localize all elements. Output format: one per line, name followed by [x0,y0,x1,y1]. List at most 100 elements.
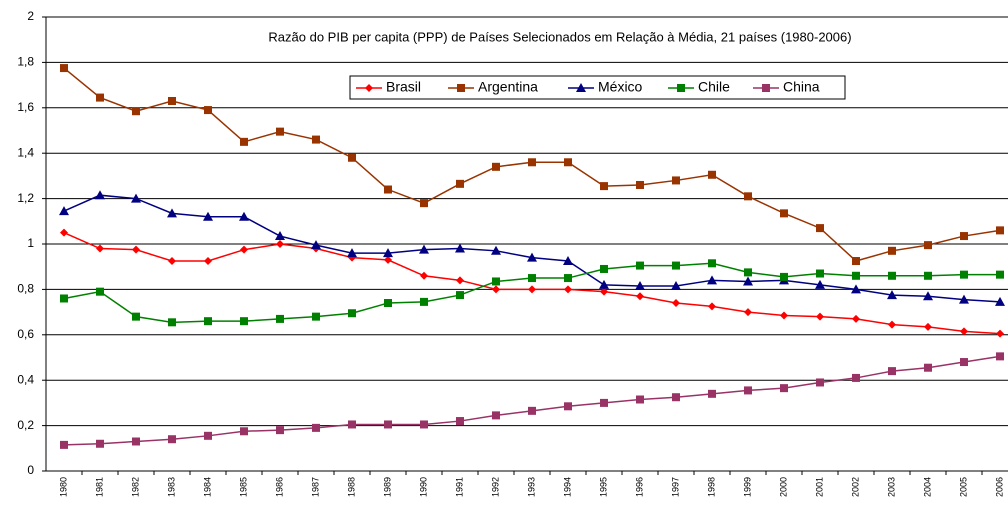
marker [457,84,465,92]
marker [924,322,932,331]
x-tick-label: 1990 [418,477,428,497]
marker [95,190,105,200]
marker [959,294,969,304]
marker [672,261,680,270]
marker [204,257,212,266]
marker [456,179,464,188]
marker [636,180,644,189]
x-tick-label: 1988 [346,477,356,497]
marker [240,137,248,146]
marker [419,244,429,254]
legend: Brasil Argentina México Chile China [349,75,846,100]
x-tick-label: 2006 [994,477,1004,497]
marker [384,299,392,308]
y-tick-label: 1 [27,236,34,250]
marker [455,243,465,253]
marker [816,269,824,278]
marker [167,208,177,218]
y-tick-label: 0,8 [17,282,34,296]
marker [744,268,752,277]
marker [203,211,213,221]
marker [383,248,393,258]
marker [276,426,284,435]
marker [168,96,176,105]
marker [636,395,644,404]
marker [600,398,608,407]
marker [96,287,104,296]
marker [600,182,608,191]
marker [707,275,717,285]
marker [204,431,212,440]
x-tick-label: 1985 [238,477,248,497]
marker [492,285,500,294]
marker [708,259,716,268]
marker [852,257,860,266]
marker [677,84,685,92]
marker [420,420,428,429]
marker [348,420,356,429]
x-tick-label: 1989 [382,477,392,497]
x-tick-label: 1983 [166,477,176,497]
marker [348,309,356,318]
legend-label: China [783,79,820,95]
x-tick-label: 1993 [526,477,536,497]
marker [888,320,896,329]
y-tick-label: 1,8 [17,55,34,69]
x-tick-label: 1998 [706,477,716,497]
marker [744,192,752,201]
marker [59,206,69,216]
marker [851,284,861,294]
marker [528,158,536,167]
x-tick-label: 1996 [634,477,644,497]
marker [960,327,968,336]
marker [132,107,140,116]
x-tick-label: 1997 [670,477,680,497]
x-tick-label: 1987 [310,477,320,497]
x-tick-label: 2004 [922,477,932,497]
y-tick-label: 1,4 [17,145,34,159]
marker [599,279,609,289]
marker [456,417,464,426]
marker [995,296,1005,306]
marker [60,294,68,303]
chart-subtitle: Razão do PIB per capita (PPP) de Países … [268,29,851,44]
legend-label: Chile [698,79,730,95]
marker [635,280,645,290]
marker [996,352,1004,361]
legend-label: Brasil [386,79,421,95]
marker [240,317,248,326]
marker [924,363,932,372]
marker [564,402,572,411]
x-tick-label: 1991 [454,477,464,497]
marker [384,185,392,194]
marker [312,423,320,432]
x-tick-label: 1992 [490,477,500,497]
marker [996,226,1004,235]
marker [384,420,392,429]
legend-box [349,75,846,100]
marker [168,257,176,266]
marker [384,255,392,264]
marker [600,264,608,273]
marker [887,290,897,300]
x-tick-label: 1984 [202,477,212,497]
marker [671,280,681,290]
marker [996,270,1004,279]
marker [168,318,176,327]
x-tick-label: 1982 [130,477,140,497]
marker [815,279,825,289]
marker [528,274,536,283]
marker [492,162,500,171]
marker [852,373,860,382]
marker [132,245,140,254]
marker [563,256,573,266]
marker [708,389,716,398]
marker [744,308,752,317]
marker [708,170,716,179]
marker [347,248,357,258]
series-line [63,355,1001,446]
y-tick-label: 2 [27,9,34,23]
marker [888,246,896,255]
marker [762,84,770,92]
x-tick-label: 1999 [742,477,752,497]
